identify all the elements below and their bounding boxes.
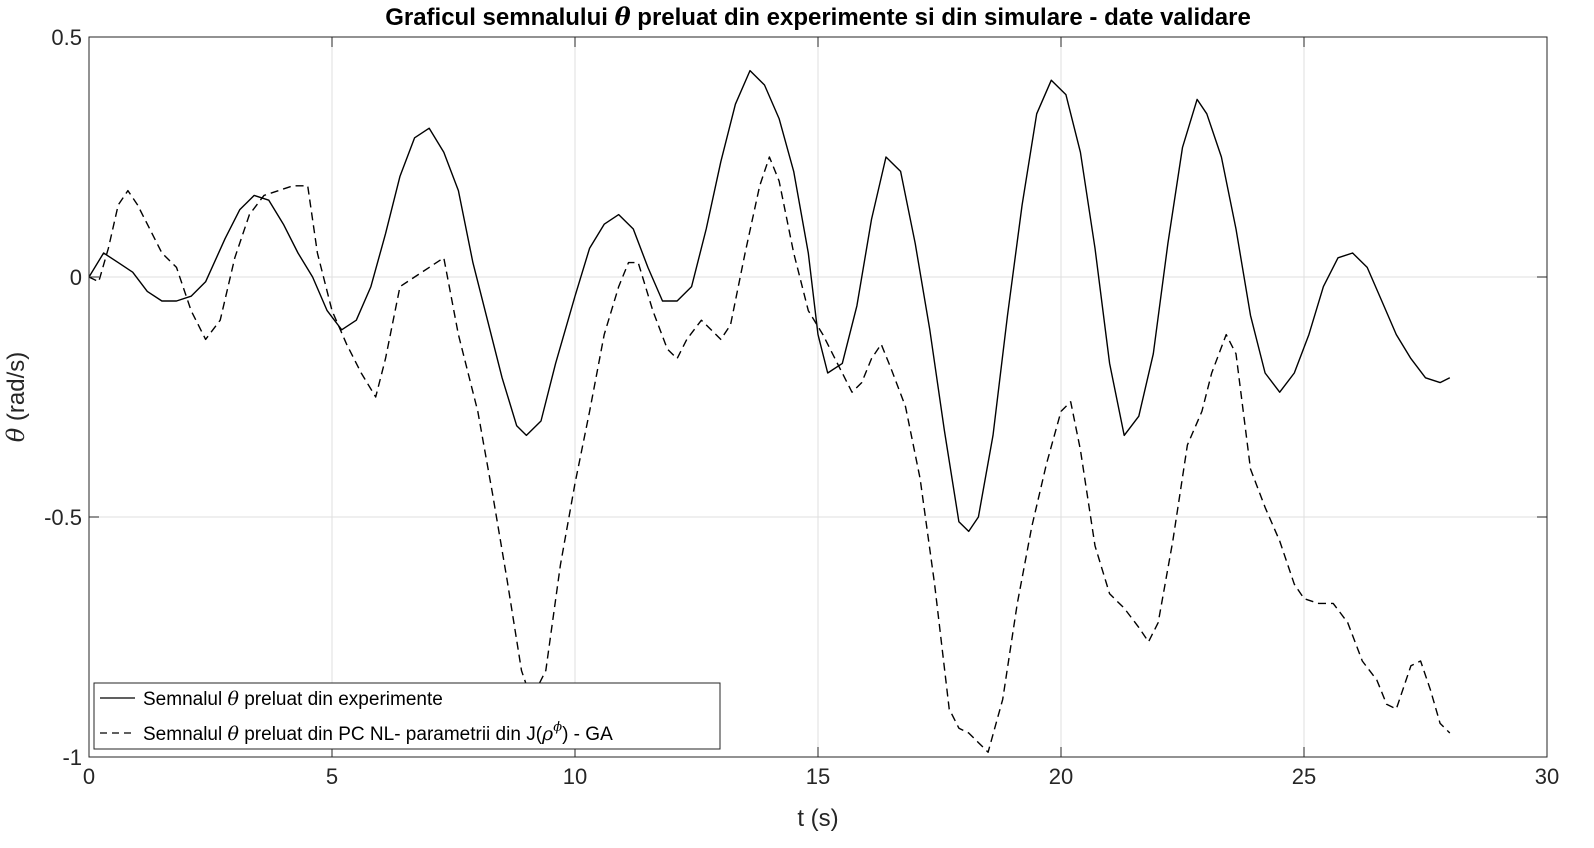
y-axis-label: θ (rad/s) [2, 352, 30, 442]
x-tick-label: 10 [563, 764, 587, 789]
plot-lines [88, 69, 1451, 753]
x-tick-label: 5 [326, 764, 338, 789]
x-tick-label: 30 [1535, 764, 1559, 789]
legend-entry-experiment: Semnalul θ preluat din experimente [143, 688, 443, 710]
x-tick-label: 25 [1292, 764, 1316, 789]
chart-title: Graficul semnalului θ preluat din experi… [385, 2, 1251, 31]
series-experiment-line [88, 69, 1451, 533]
series-simulation-line [88, 156, 1451, 753]
y-tick-label: -0.5 [44, 505, 82, 530]
ticks: 0 5 10 15 20 25 30 0.5 0 -0.5 -1 [44, 25, 1559, 789]
x-tick-label: 15 [806, 764, 830, 789]
legend: Semnalul θ preluat din experimente Semna… [93, 682, 721, 750]
y-tick-label: 0.5 [51, 25, 82, 50]
legend-box [93, 682, 721, 750]
y-tick-label: 0 [70, 265, 82, 290]
x-tick-label: 0 [83, 764, 95, 789]
legend-entry-simulation: Semnalul θ preluat din PC NL- parametrii… [143, 720, 613, 745]
x-tick-label: 20 [1049, 764, 1073, 789]
x-axis-label: t (s) [797, 805, 838, 832]
y-tick-label: -1 [62, 745, 82, 770]
